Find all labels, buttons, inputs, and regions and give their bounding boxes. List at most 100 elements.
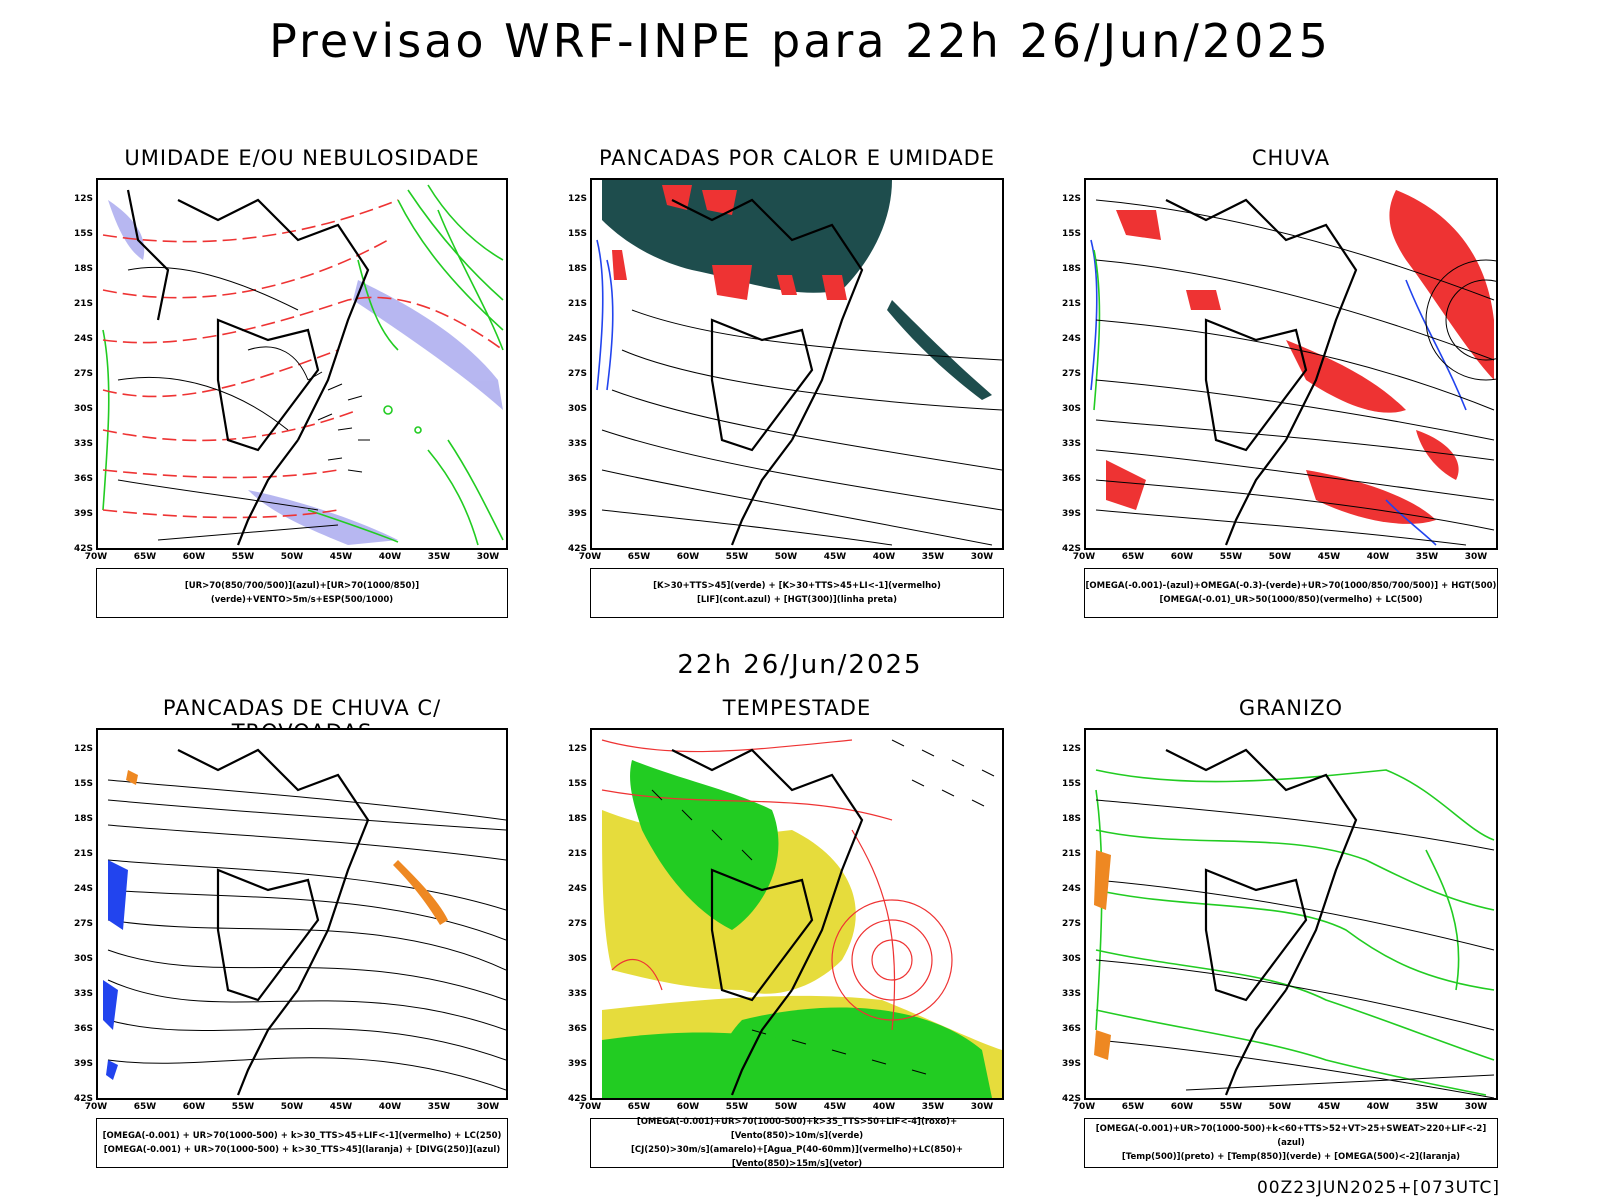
lat-tick-label: 27S	[567, 369, 587, 379]
lat-tick-label: 27S	[1061, 919, 1081, 929]
lat-tick-label: 39S	[73, 1059, 93, 1069]
lat-tick-label: 27S	[1061, 369, 1081, 379]
lat-tick-label: 39S	[73, 509, 93, 519]
lon-tick-label: 40W	[872, 552, 896, 562]
lon-tick-label: 35W	[427, 1102, 451, 1112]
lat-tick-label: 42S	[1061, 544, 1081, 554]
map-chuva[interactable]	[1084, 178, 1498, 550]
lat-tick-label: 18S	[567, 814, 587, 824]
lon-tick-label: 55W	[725, 552, 749, 562]
lon-tick-label: 45W	[1317, 1102, 1341, 1112]
lat-tick-label: 33S	[73, 989, 93, 999]
lat-tick-label: 42S	[567, 544, 587, 554]
lat-tick-label: 39S	[567, 509, 587, 519]
lon-tick-label: 40W	[872, 1102, 896, 1112]
lon-tick-label: 35W	[427, 552, 451, 562]
lat-tick-label: 12S	[567, 744, 587, 754]
lat-tick-label: 42S	[73, 544, 93, 554]
lat-tick-label: 39S	[567, 1059, 587, 1069]
lon-tick-label: 60W	[182, 1102, 206, 1112]
lon-tick-label: 45W	[823, 1102, 847, 1112]
mid-date-label: 22h 26/Jun/2025	[677, 650, 923, 680]
lon-tick-label: 35W	[1415, 552, 1439, 562]
legend-granizo: [OMEGA(-0.001)+UR>70(1000-500)+k<60+TTS>…	[1084, 1118, 1498, 1168]
lon-tick-label: 40W	[1366, 1102, 1390, 1112]
map-tempestade[interactable]	[590, 728, 1004, 1100]
lon-tick-label: 65W	[1121, 552, 1145, 562]
lon-tick-label: 30W	[476, 1102, 500, 1112]
lat-tick-label: 36S	[1061, 474, 1081, 484]
lat-tick-label: 36S	[567, 474, 587, 484]
lat-tick-label: 36S	[567, 1024, 587, 1034]
lat-tick-label: 12S	[73, 194, 93, 204]
lon-tick-label: 45W	[329, 552, 353, 562]
lat-tick-label: 33S	[1061, 439, 1081, 449]
legend-umidade: [UR>70(850/700/500)](azul)+[UR>70(1000/8…	[96, 568, 508, 618]
legend-line: [OMEGA(-0.001) + UR>70(1000-500) + k>30_…	[103, 1145, 501, 1155]
lat-tick-label: 24S	[1061, 884, 1081, 894]
panel-title-tempestade: TEMPESTADE	[722, 696, 872, 720]
lon-tick-label: 35W	[921, 1102, 945, 1112]
page-title: Previsao WRF-INPE para 22h 26/Jun/2025	[269, 14, 1331, 68]
map-trovoadas[interactable]	[96, 728, 508, 1100]
lat-tick-label: 15S	[567, 229, 587, 239]
lon-tick-label: 65W	[133, 552, 157, 562]
lat-tick-label: 21S	[73, 849, 93, 859]
lat-tick-label: 30S	[567, 404, 587, 414]
lon-tick-label: 40W	[378, 552, 402, 562]
lon-tick-label: 65W	[627, 552, 651, 562]
legend-tempestade: [OMEGA(-0.001)+UR>70(1000-500)+k>35_TTS>…	[590, 1117, 1004, 1169]
legend-trovoadas: [OMEGA(-0.001) + UR>70(1000-500) + k>30_…	[96, 1118, 508, 1168]
lon-tick-label: 55W	[1219, 552, 1243, 562]
lat-tick-label: 21S	[1061, 299, 1081, 309]
lon-tick-label: 65W	[627, 1102, 651, 1112]
lon-tick-label: 55W	[231, 552, 255, 562]
lat-tick-label: 21S	[567, 299, 587, 309]
lat-tick-label: 15S	[73, 779, 93, 789]
lat-tick-label: 24S	[567, 334, 587, 344]
lat-tick-label: 12S	[73, 744, 93, 754]
lon-tick-label: 35W	[1415, 1102, 1439, 1112]
lat-tick-label: 24S	[1061, 334, 1081, 344]
lat-tick-label: 27S	[73, 919, 93, 929]
lon-tick-label: 45W	[823, 552, 847, 562]
lat-tick-label: 33S	[1061, 989, 1081, 999]
lon-tick-label: 50W	[280, 552, 304, 562]
legend-chuva: [OMEGA(-0.001)-(azul)+OMEGA(-0.3)-(verde…	[1084, 568, 1498, 618]
lat-tick-label: 12S	[1061, 194, 1081, 204]
lat-tick-label: 33S	[567, 439, 587, 449]
map-umidade[interactable]	[96, 178, 508, 550]
lat-tick-label: 21S	[73, 299, 93, 309]
lon-tick-label: 60W	[676, 552, 700, 562]
lon-tick-label: 65W	[1121, 1102, 1145, 1112]
legend-line: [OMEGA(-0.001) + UR>70(1000-500) + k>30_…	[102, 1131, 502, 1141]
lat-tick-label: 18S	[73, 264, 93, 274]
lon-tick-label: 55W	[1219, 1102, 1243, 1112]
lat-tick-label: 36S	[1061, 1024, 1081, 1034]
map-pancadas-calor[interactable]	[590, 178, 1004, 550]
lon-tick-label: 70W	[84, 1102, 108, 1112]
lat-tick-label: 30S	[1061, 954, 1081, 964]
panel-title-umidade: UMIDADE E/OU NEBULOSIDADE	[124, 146, 480, 170]
lon-tick-label: 50W	[1268, 1102, 1292, 1112]
forecast-run-label: 00Z23JUN2025+[073UTC]	[1256, 1178, 1500, 1198]
lat-tick-label: 21S	[1061, 849, 1081, 859]
lat-tick-label: 18S	[567, 264, 587, 274]
lat-tick-label: 27S	[567, 919, 587, 929]
lat-tick-label: 24S	[73, 884, 93, 894]
lon-tick-label: 70W	[1072, 1102, 1096, 1112]
lat-tick-label: 39S	[1061, 509, 1081, 519]
lat-tick-label: 18S	[73, 814, 93, 824]
lat-tick-label: 18S	[1061, 264, 1081, 274]
lon-tick-label: 55W	[231, 1102, 255, 1112]
panel-title-chuva: CHUVA	[1251, 146, 1331, 170]
lat-tick-label: 27S	[73, 369, 93, 379]
lat-tick-label: 30S	[73, 404, 93, 414]
lon-tick-label: 50W	[774, 1102, 798, 1112]
lon-tick-label: 60W	[1170, 1102, 1194, 1112]
lat-tick-label: 15S	[73, 229, 93, 239]
lon-tick-label: 70W	[578, 552, 602, 562]
lat-tick-label: 18S	[1061, 814, 1081, 824]
panel-title-pancadas-calor: PANCADAS POR CALOR E UMIDADE	[598, 146, 996, 170]
map-granizo[interactable]	[1084, 728, 1498, 1100]
